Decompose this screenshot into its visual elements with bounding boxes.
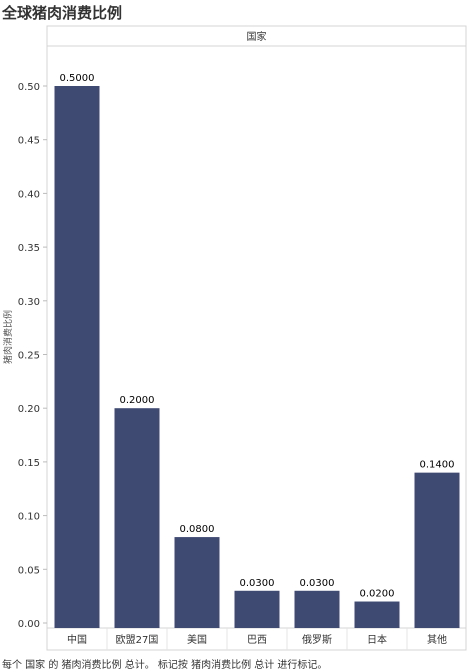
y-tick-label: 0.20 (18, 404, 40, 415)
y-tick-label: 0.50 (18, 82, 40, 93)
x-category-label: 美国 (187, 633, 207, 646)
bar[interactable] (54, 86, 100, 628)
x-category-label: 欧盟27国 (116, 634, 159, 646)
y-tick-label: 0.25 (18, 351, 40, 362)
data-label: 0.5000 (60, 73, 95, 84)
chart-frame (46, 25, 467, 651)
x-category-label: 日本 (367, 633, 387, 646)
y-tick-label: 0.35 (18, 243, 40, 254)
y-axis-title: 猪肉消费比例 (2, 310, 14, 364)
bars: 0.5000 0.2000 0.0800 0.0300 0.0300 0.0200 0.14… (54, 73, 460, 628)
data-label: 0.0300 (300, 578, 335, 589)
chart-caption: 每个 国家 的 猪肉消费比例 总计。 标记按 猪肉消费比例 总计 进行标记。 (2, 660, 328, 671)
bar[interactable] (234, 590, 280, 628)
bar[interactable] (414, 472, 460, 628)
bar[interactable] (354, 601, 400, 628)
x-category-label: 其他 (427, 633, 447, 646)
data-label: 0.0200 (360, 589, 395, 600)
data-label: 0.1400 (420, 460, 455, 471)
y-tick-label: 0.00 (18, 619, 40, 630)
y-tick-label: 0.10 (18, 512, 40, 523)
y-tick-label: 0.40 (18, 189, 40, 200)
data-label: 0.0300 (240, 578, 275, 589)
bar[interactable] (174, 537, 220, 628)
chart-title: 全球猪肉消费比例 (2, 4, 123, 22)
x-category-label: 中国 (67, 633, 87, 646)
y-tick-label: 0.30 (18, 297, 40, 308)
data-label: 0.2000 (120, 395, 155, 406)
column-header: 国家 (247, 30, 267, 43)
y-tick-label: 0.15 (18, 458, 40, 469)
data-label: 0.0800 (180, 524, 215, 535)
bar[interactable] (114, 408, 160, 628)
x-category-label: 巴西 (247, 634, 267, 646)
plot-border (46, 25, 467, 651)
y-tick-label: 0.45 (18, 136, 40, 147)
x-axis: 中国 欧盟27国 美国 巴西 俄罗斯 日本 其他 (67, 633, 447, 646)
y-tick-label: 0.05 (18, 565, 40, 576)
y-axis: 0.00 0.05 0.10 0.15 0.20 0.25 0.30 0.35 0.40 0.45… (18, 82, 47, 630)
bar[interactable] (294, 590, 340, 628)
x-category-label: 俄罗斯 (302, 633, 332, 646)
